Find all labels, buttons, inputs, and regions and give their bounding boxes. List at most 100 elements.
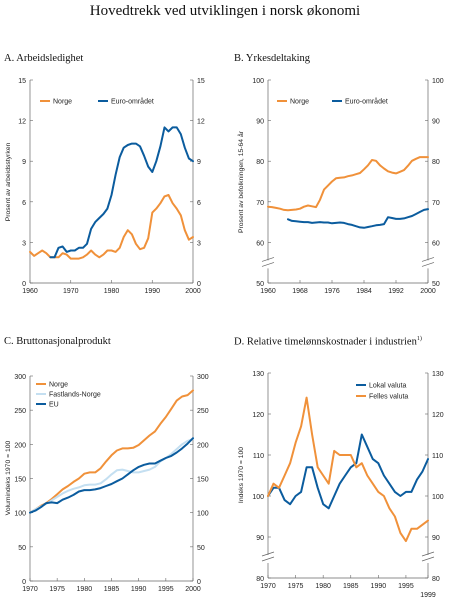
- chart-d-x-tick-end: 1999: [420, 592, 436, 598]
- chart-a-y-tick-left-6: 6: [22, 200, 26, 207]
- chart-c-x-tick-1995: 1995: [158, 586, 174, 593]
- panel-title-d-footnote: 1): [416, 336, 422, 342]
- chart-d-axis-break-mark-2: [421, 551, 435, 557]
- chart-b-y-tick-right-70: 70: [432, 200, 440, 207]
- chart-a-y-tick-left-0: 0: [22, 281, 26, 288]
- chart-d-x-tick-1990: 1990: [371, 583, 387, 590]
- chart-d-y-tick-right-120: 120: [432, 412, 444, 419]
- chart-a-y-tick-right-12: 12: [197, 119, 205, 126]
- chart-c-y-tick-right-250: 250: [197, 408, 209, 415]
- chart-c-series-line-norge: [29, 389, 194, 514]
- chart-b-y-tick-right-60: 60: [432, 240, 440, 247]
- chart-b-x-tick-1960: 1960: [260, 288, 276, 295]
- chart-b-axis-break-mark-1: [261, 262, 275, 267]
- chart-b-y-tick-left-60: 60: [256, 240, 264, 247]
- chart-a-legend-label-norge: Norge: [53, 99, 72, 106]
- chart-d-legend-label-felles-valuta: Felles valuta: [369, 394, 408, 401]
- chart-a-series-line-euro-omr-det: [49, 126, 194, 259]
- chart-d-y-tick-right-130: 130: [432, 371, 444, 378]
- chart-d-series-line-felles-valuta: [267, 396, 429, 543]
- chart-c-y-tick-left-300: 300: [14, 374, 26, 381]
- chart-d-y-tick-right-110: 110: [432, 453, 443, 460]
- chart-d-y-tick-left-80: 80: [256, 576, 264, 583]
- chart-b-y-tick-right-90: 90: [432, 119, 440, 126]
- panel-title-c: C. Bruttonasjonalprodukt: [4, 336, 111, 347]
- chart-c-y-tick-right-50: 50: [197, 545, 205, 552]
- chart-d-y-tick-left-100: 100: [252, 494, 264, 501]
- chart-d-y-tick-left-130: 130: [252, 371, 264, 378]
- chart-c-y-tick-right-300: 300: [197, 374, 209, 381]
- panel-title-d-text: D. Relative timelønnskostnader i industr…: [234, 336, 417, 348]
- chart-a-x-tick-1990: 1990: [144, 288, 160, 295]
- chart-d-x-tick-1985: 1985: [343, 583, 359, 590]
- chart-b-y-tick-left-50: 50: [256, 281, 264, 288]
- chart-c-y-axis-label: Volumindeks 1970 = 100: [5, 440, 12, 515]
- chart-a-x-tick-1980: 1980: [104, 288, 120, 295]
- chart-b-y-tick-left-100: 100: [252, 78, 264, 85]
- chart-d-axis-break-mark-0: [261, 551, 275, 557]
- chart-a-x-tick-2000: 2000: [185, 288, 201, 295]
- chart-c-y-tick-right-0: 0: [197, 579, 201, 586]
- chart-d-y-tick-left-110: 110: [253, 453, 264, 460]
- chart-b-y-tick-left-90: 90: [256, 119, 264, 126]
- chart-d-axis-break-mark-3: [421, 556, 435, 562]
- chart-a-x-tick-1960: 1960: [22, 288, 38, 295]
- chart-c-y-tick-left-100: 100: [14, 511, 26, 518]
- chart-b-legend-label-norge: Norge: [290, 99, 309, 106]
- chart-b-axis-break-mark-0: [261, 257, 275, 262]
- chart-b-x-tick-1992: 1992: [388, 288, 404, 295]
- chart-d-y-tick-right-80: 80: [432, 576, 440, 583]
- chart-b-axis-break-mark-3: [421, 262, 435, 267]
- chart-c-x-tick-2000: 2000: [185, 586, 201, 593]
- chart-a-y-tick-right-3: 3: [197, 240, 201, 247]
- chart-b-x-tick-2000: 2000: [420, 288, 436, 295]
- chart-d-axis-break-mark-1: [261, 556, 275, 562]
- chart-d-x-tick-1970: 1970: [260, 583, 276, 590]
- chart-a-y-axis-label: Prosent av arbeidsstyrken: [5, 142, 12, 221]
- chart-b-y-axis-label: Prosent av befolkningen, 15-64 år: [237, 130, 245, 233]
- chart-b-y-tick-left-80: 80: [256, 159, 264, 166]
- chart-d-legend-label-lokal-valuta: Lokal valuta: [369, 383, 406, 390]
- chart-b-y-tick-right-80: 80: [432, 159, 440, 166]
- chart-c-x-tick-1975: 1975: [49, 586, 65, 593]
- chart-a-series-line-norge: [29, 194, 194, 260]
- chart-c-y-tick-right-150: 150: [197, 477, 209, 484]
- chart-c-legend-label-fastlands-norge: Fastlands-Norge: [49, 392, 101, 399]
- chart-c-series-line-eu: [29, 437, 194, 514]
- chart-c-y-tick-left-250: 250: [14, 408, 26, 415]
- chart-d-y-tick-left-120: 120: [252, 412, 264, 419]
- chart-d-y-tick-right-100: 100: [432, 494, 444, 501]
- chart-b-x-tick-1976: 1976: [324, 288, 340, 295]
- chart-c-y-tick-left-200: 200: [14, 442, 26, 449]
- chart-d-series-line-lokal-valuta: [267, 433, 429, 510]
- chart-b-x-tick-1984: 1984: [356, 288, 372, 295]
- chart-b-axis-break-mark-2: [421, 257, 435, 262]
- chart-d-x-tick-1975: 1975: [288, 583, 304, 590]
- chart-c-legend-label-norge: Norge: [49, 382, 68, 389]
- panel-title-d: D. Relative timelønnskostnader i industr…: [234, 336, 422, 348]
- chart-a-y-tick-right-15: 15: [197, 78, 205, 85]
- chart-c-x-tick-1985: 1985: [104, 586, 120, 593]
- chart-b-legend-label-euro-omr-det: Euro-området: [345, 98, 388, 106]
- chart-a-y-tick-right-9: 9: [197, 159, 201, 166]
- chart-d-y-axis-label: Indeks 1970 = 100: [238, 447, 245, 503]
- panel-title-b: B. Yrkesdeltaking: [234, 53, 311, 64]
- chart-a-y-tick-right-6: 6: [197, 200, 201, 207]
- chart-a-y-tick-left-15: 15: [18, 78, 26, 85]
- chart-d-y-tick-left-90: 90: [256, 535, 264, 542]
- chart-c-y-tick-right-200: 200: [197, 442, 209, 449]
- chart-a-y-tick-right-0: 0: [197, 281, 201, 288]
- chart-a-y-tick-left-9: 9: [22, 159, 26, 166]
- chart-d-y-tick-right-90: 90: [432, 535, 440, 542]
- chart-a-legend-label-euro-omr-det: Euro-området: [111, 98, 154, 106]
- chart-b-series-line-norge: [267, 156, 429, 212]
- panel-title-a: A. Arbeidsledighet: [4, 53, 84, 64]
- chart-a-y-tick-left-12: 12: [18, 119, 26, 126]
- chart-d-x-tick-1995: 1995: [398, 583, 414, 590]
- chart-b-series-line-euro-omr-det: [287, 208, 429, 229]
- chart-c-x-tick-1990: 1990: [131, 586, 147, 593]
